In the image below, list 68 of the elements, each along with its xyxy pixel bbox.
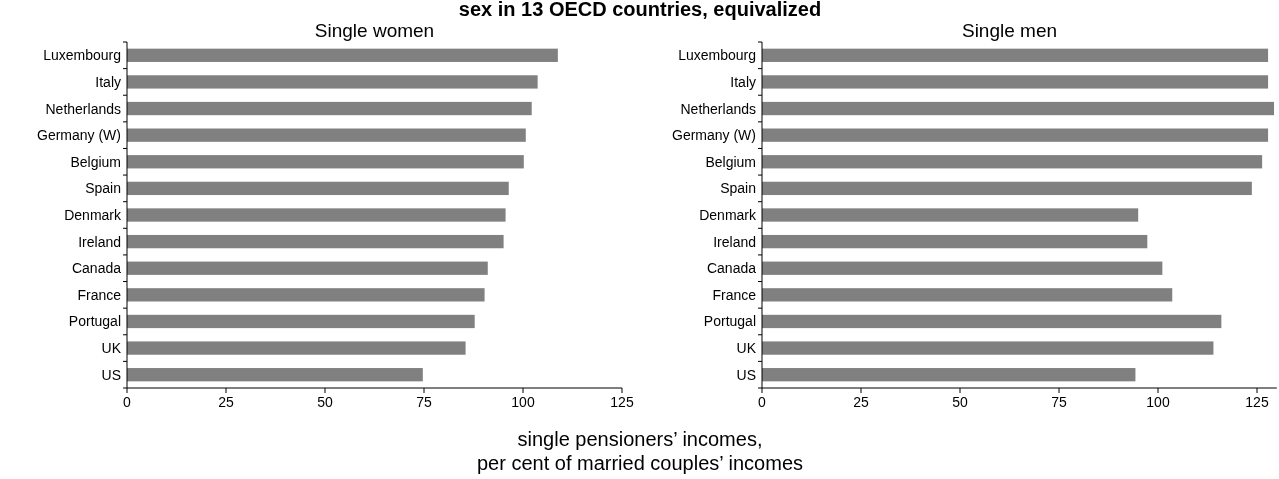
bar — [127, 155, 524, 169]
bar — [762, 48, 1269, 62]
bar — [762, 261, 1163, 275]
x-tick-label: 100 — [1146, 394, 1170, 410]
x-tick-label: 125 — [1245, 394, 1269, 410]
y-tick-label: UK — [101, 340, 122, 357]
bar — [762, 181, 1252, 196]
y-tick-label: Portugal — [68, 313, 121, 330]
y-tick-label: Portugal — [703, 313, 756, 330]
x-tick-label: 25 — [853, 394, 869, 410]
y-tick-label: Spain — [85, 180, 121, 197]
x-axis-title: single pensioners’ incomes, per cent of married couples’ incomes — [476, 428, 804, 474]
y-tick-label: Belgium — [705, 153, 756, 170]
text: sex in 13 OECD countries, equivalized — [458, 0, 822, 20]
y-tick-label: US — [101, 366, 121, 383]
bar — [127, 101, 532, 116]
bar — [762, 75, 1269, 89]
x-tick-label: 25 — [218, 394, 234, 410]
y-tick-label: Italy — [95, 73, 121, 90]
bar — [127, 288, 485, 302]
x-tick-label: 0 — [758, 394, 767, 410]
y-tick-label: Germany (W) — [37, 127, 121, 144]
x-tick-label: 0 — [123, 394, 132, 410]
bar — [762, 101, 1275, 116]
y-tick-label: Ireland — [78, 233, 121, 250]
y-tick-label: Canada — [71, 260, 122, 277]
x-tick-label: 50 — [317, 394, 333, 410]
bar — [762, 208, 1139, 222]
y-tick-label: Ireland — [713, 233, 756, 250]
y-tick-label: UK — [736, 340, 757, 357]
x-tick-label: 100 — [511, 394, 535, 410]
y-tick-label: Spain — [720, 180, 756, 197]
bar — [762, 314, 1222, 329]
y-tick-label: Netherlands — [45, 100, 121, 117]
bar — [762, 341, 1214, 355]
y-tick-label: Denmark — [699, 207, 757, 223]
x-tick-label: 50 — [952, 394, 968, 410]
y-tick-label: Italy — [730, 73, 756, 90]
y-tick-label: Netherlands — [680, 100, 756, 117]
y-tick-label: Luxembourg — [43, 47, 121, 64]
bar — [127, 208, 506, 222]
y-tick-label: Belgium — [70, 153, 121, 170]
bar — [127, 181, 509, 196]
bar — [762, 288, 1173, 302]
bar — [127, 261, 488, 275]
bar — [127, 368, 423, 382]
bar — [127, 314, 475, 329]
chart-title: Single women — [314, 20, 435, 41]
bar — [127, 128, 526, 142]
y-tick-label: France — [712, 286, 757, 303]
x-tick-label: 75 — [416, 394, 432, 410]
bar — [762, 155, 1263, 169]
bar — [127, 341, 466, 355]
bar — [762, 368, 1136, 382]
bar — [127, 234, 504, 249]
y-tick-label: US — [736, 366, 756, 383]
chart-title: Single men — [961, 20, 1058, 41]
y-tick-label: Germany (W) — [672, 127, 756, 144]
x-tick-label: 75 — [1051, 394, 1067, 410]
bar — [762, 128, 1269, 142]
bar — [127, 75, 538, 89]
x-tick-label: 125 — [610, 394, 634, 410]
bar — [762, 234, 1148, 249]
bar — [127, 48, 558, 62]
y-tick-label: Luxembourg — [678, 47, 756, 64]
y-tick-label: Canada — [706, 260, 757, 277]
y-tick-label: Denmark — [64, 207, 122, 223]
y-tick-label: France — [77, 286, 122, 303]
